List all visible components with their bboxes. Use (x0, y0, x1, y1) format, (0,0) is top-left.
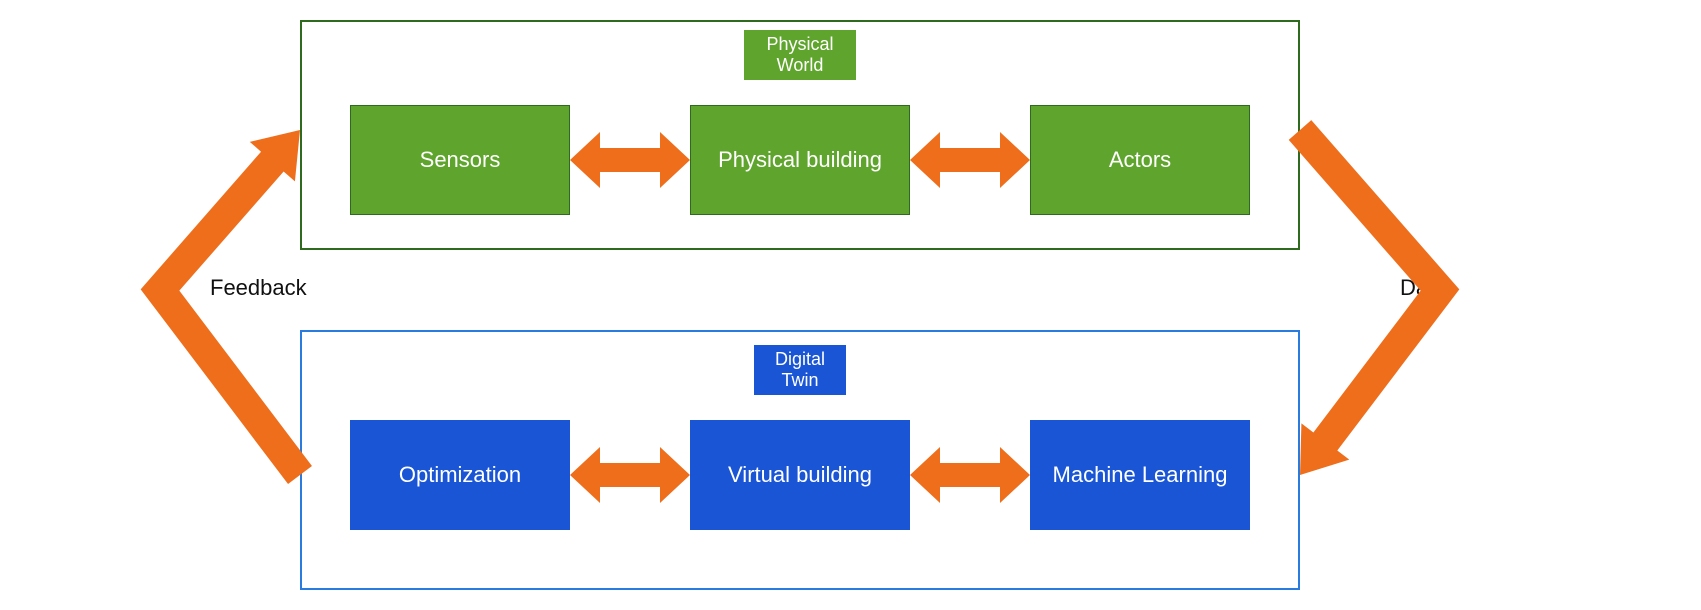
node-actors: Actors (1030, 105, 1250, 215)
digital-twin-tag: Digital Twin (754, 345, 846, 395)
node-physical-building: Physical building (690, 105, 910, 215)
feedback-label: Feedback (210, 275, 307, 301)
node-optimization: Optimization (350, 420, 570, 530)
node-sensors: Sensors (350, 105, 570, 215)
data-label: Data (1400, 275, 1446, 301)
node-virtual-building: Virtual building (690, 420, 910, 530)
diagram-stage: Physical World Digital Twin Feedback Dat… (0, 0, 1701, 610)
node-machine-learning: Machine Learning (1030, 420, 1250, 530)
physical-world-tag: Physical World (744, 30, 856, 80)
